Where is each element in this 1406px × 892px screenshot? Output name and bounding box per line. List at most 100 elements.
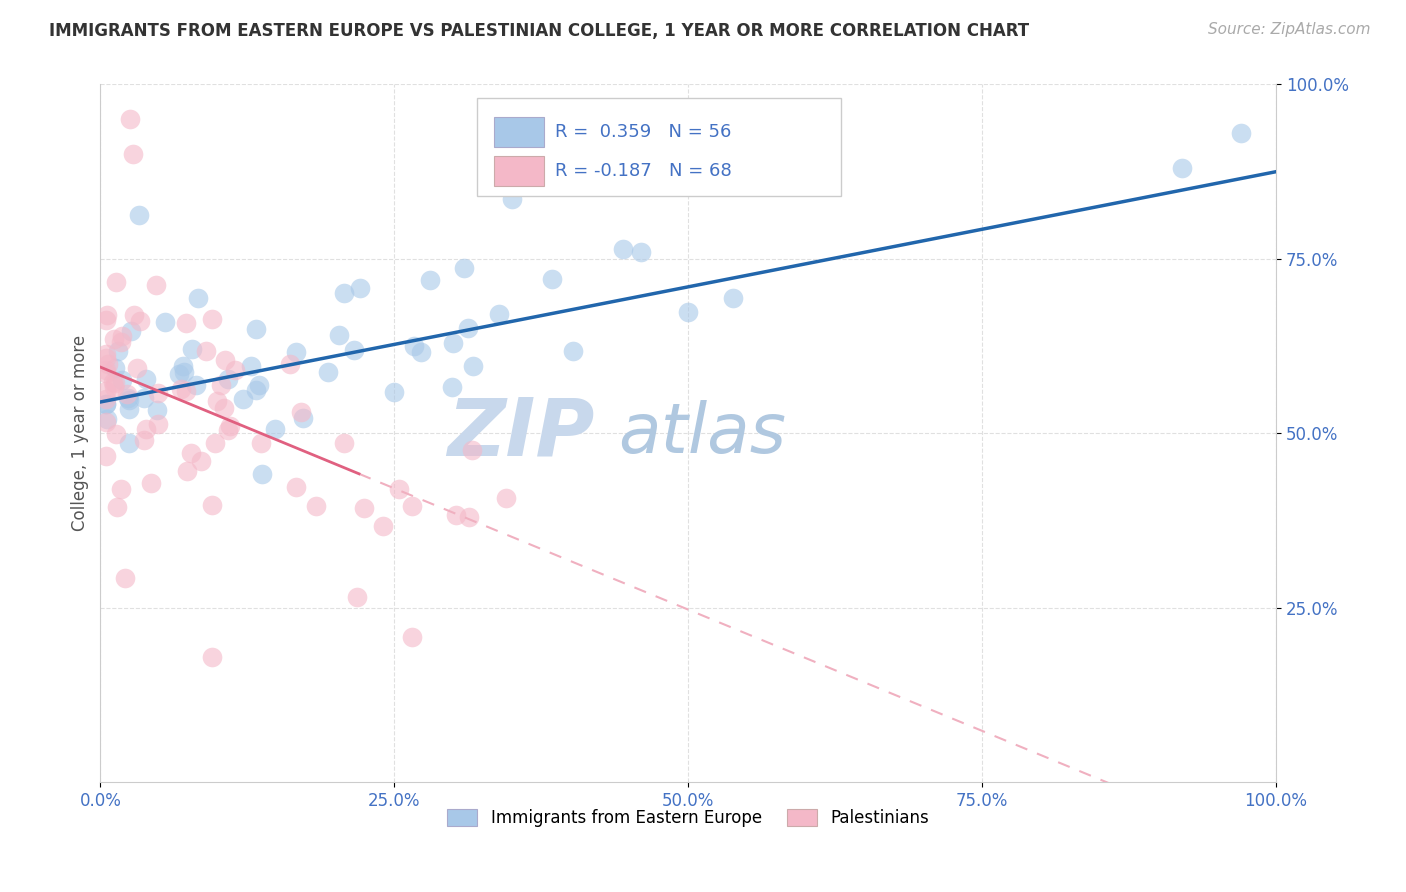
Point <box>630 245 652 260</box>
Point <box>135 422 157 436</box>
Point <box>104 275 127 289</box>
Point <box>107 344 129 359</box>
Point <box>284 344 307 359</box>
Point <box>441 335 464 350</box>
Point <box>146 385 169 400</box>
Point <box>174 316 197 330</box>
Point <box>190 454 212 468</box>
Point <box>333 436 356 450</box>
Point <box>96 308 118 322</box>
Point <box>128 208 150 222</box>
Point <box>96 449 118 463</box>
Point <box>96 347 118 361</box>
Point <box>117 391 139 405</box>
Point <box>250 436 273 450</box>
Point <box>401 499 423 513</box>
Text: Source: ZipAtlas.com: Source: ZipAtlas.com <box>1208 22 1371 37</box>
FancyBboxPatch shape <box>495 156 544 186</box>
Point <box>1171 161 1194 176</box>
Point <box>540 272 562 286</box>
Point <box>290 405 312 419</box>
Point <box>96 392 118 407</box>
Point <box>453 260 475 275</box>
Point <box>305 499 328 513</box>
Point <box>132 391 155 405</box>
Point <box>110 482 132 496</box>
Point <box>153 315 176 329</box>
Point <box>224 362 246 376</box>
Point <box>186 377 208 392</box>
Text: ZIP: ZIP <box>447 394 595 473</box>
Y-axis label: College, 1 year or more: College, 1 year or more <box>72 335 89 532</box>
Point <box>115 387 138 401</box>
Point <box>461 443 484 458</box>
Point <box>247 378 270 392</box>
Point <box>205 393 228 408</box>
Point <box>122 147 145 161</box>
Point <box>333 286 356 301</box>
Point <box>173 365 195 379</box>
Point <box>105 500 128 514</box>
Point <box>457 321 479 335</box>
Point <box>328 328 350 343</box>
FancyBboxPatch shape <box>477 98 841 196</box>
Point <box>240 359 263 373</box>
Point <box>96 412 118 426</box>
Point <box>488 307 510 321</box>
Point <box>135 372 157 386</box>
Point <box>96 362 118 376</box>
Point <box>121 325 143 339</box>
Point <box>176 464 198 478</box>
Point <box>612 242 634 256</box>
Point <box>96 384 118 398</box>
Point <box>146 402 169 417</box>
Point <box>167 367 190 381</box>
Point <box>250 467 273 482</box>
Point <box>96 313 118 327</box>
Point <box>292 411 315 425</box>
Point <box>382 384 405 399</box>
Point <box>104 426 127 441</box>
Point <box>285 480 308 494</box>
Point <box>118 436 141 450</box>
Point <box>212 401 235 416</box>
Point <box>172 359 194 373</box>
Point <box>118 392 141 407</box>
Point <box>419 273 441 287</box>
Point <box>388 483 411 497</box>
Point <box>343 343 366 357</box>
Text: R =  0.359   N = 56: R = 0.359 N = 56 <box>555 123 731 141</box>
Point <box>463 359 485 373</box>
Point <box>127 361 149 376</box>
Point <box>409 345 432 359</box>
Point <box>446 508 468 522</box>
Legend: Immigrants from Eastern Europe, Palestinians: Immigrants from Eastern Europe, Palestin… <box>441 802 935 833</box>
Point <box>501 192 523 206</box>
Point <box>353 501 375 516</box>
Point <box>194 343 217 358</box>
Point <box>104 376 127 390</box>
Point <box>201 649 224 664</box>
Point <box>401 630 423 644</box>
Point <box>245 322 267 336</box>
Point <box>111 328 134 343</box>
Point <box>96 416 118 430</box>
Point <box>232 392 254 406</box>
Point <box>96 366 118 380</box>
Text: atlas: atlas <box>617 400 786 467</box>
Point <box>204 436 226 450</box>
Point <box>723 291 745 305</box>
Point <box>148 417 170 432</box>
Point <box>118 112 141 127</box>
Point <box>217 423 239 437</box>
Point <box>114 571 136 585</box>
Point <box>103 376 125 390</box>
Point <box>346 590 368 604</box>
Point <box>217 371 239 385</box>
Point <box>170 383 193 397</box>
Point <box>96 396 118 410</box>
Point <box>440 379 463 393</box>
Point <box>214 353 236 368</box>
Text: R = -0.187   N = 68: R = -0.187 N = 68 <box>555 162 733 180</box>
Point <box>110 334 132 349</box>
